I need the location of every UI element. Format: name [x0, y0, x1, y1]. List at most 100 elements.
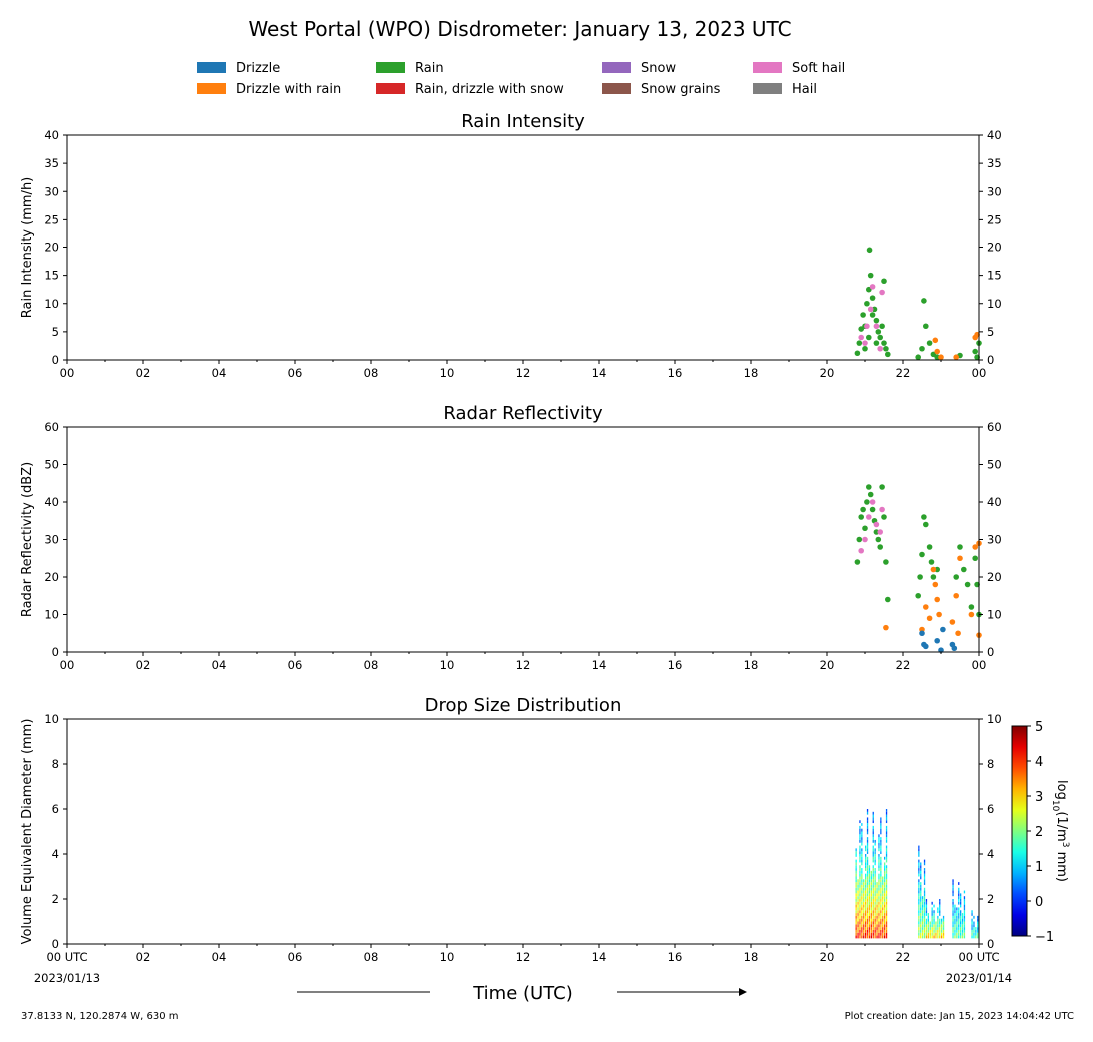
dsd-cell [855, 854, 857, 857]
dsd-cell [861, 854, 863, 857]
dsd-cell [927, 918, 929, 922]
dsd-cell [880, 879, 882, 883]
colorbar-tick-label: 4 [1035, 755, 1043, 770]
dsd-cell [874, 839, 876, 843]
y-tick-label-right: 10 [987, 297, 1002, 311]
dsd-cell [878, 921, 880, 925]
dsd-cell [874, 882, 876, 885]
dsd-cell [855, 890, 857, 894]
dsd-cell [857, 882, 859, 885]
dsd-cell [870, 899, 872, 902]
dsd-cell [863, 893, 865, 897]
y-tick-label-right: 8 [987, 757, 994, 771]
dsd-cell [859, 820, 861, 824]
dsd-cell [882, 913, 884, 916]
dsd-cell [865, 859, 867, 863]
data-point [864, 300, 870, 307]
dsd-cell [939, 921, 941, 925]
dsd-cell [918, 929, 920, 933]
dsd-cell [857, 921, 859, 925]
dsd-cell [865, 890, 867, 894]
dsd-cell [878, 907, 880, 911]
data-point [856, 536, 863, 543]
dsd-cell [878, 842, 880, 846]
colorbar-tick-label: −1 [1035, 930, 1054, 945]
dsd-cell [960, 935, 962, 939]
dsd-cell [941, 929, 943, 933]
dsd-cell [861, 918, 863, 922]
dsd-cell [952, 932, 954, 936]
dsd-cell [918, 868, 920, 871]
dsd-cell [958, 918, 960, 922]
dsd-cell [973, 924, 975, 928]
dsd-cell [865, 862, 867, 866]
dsd-cell [935, 924, 937, 928]
data-point [928, 559, 935, 565]
data-point [972, 555, 978, 562]
dsd-cell [884, 862, 886, 866]
dsd-cell [923, 893, 926, 897]
dsd-cell [941, 932, 943, 936]
dsd-cell [922, 910, 924, 914]
dsd-cell [876, 913, 878, 916]
dsd-cell [922, 932, 924, 936]
y-tick-label-right: 5 [987, 325, 994, 339]
dsd-cell [859, 876, 861, 880]
dsd-cell [863, 935, 865, 939]
dsd-cell [876, 890, 878, 894]
dsd-cell [874, 868, 876, 871]
dsd-cell [866, 932, 869, 936]
data-point [881, 278, 887, 285]
dsd-cell [870, 924, 872, 928]
dsd-cell [922, 904, 924, 908]
dsd-cell [973, 932, 975, 936]
x-tick-label: 14 [592, 950, 607, 964]
footer-creation-date: Plot creation date: Jan 15, 2023 14:04:4… [844, 1011, 1074, 1022]
dsd-cell [874, 851, 876, 854]
dsd-cell [952, 913, 954, 916]
y-tick-label-right: 0 [987, 353, 994, 367]
dsd-cell [855, 921, 857, 925]
data-point [879, 289, 885, 296]
data-point [953, 592, 959, 599]
dsd-cell [863, 929, 865, 933]
dsd-cell [937, 927, 939, 930]
y-tick-label-right: 4 [987, 847, 994, 861]
dsd-cell [866, 831, 869, 835]
dsd-cell [882, 887, 884, 891]
dsd-cell [865, 876, 867, 880]
dsd-cell [865, 924, 867, 928]
dsd-cell [866, 890, 869, 894]
dsd-cell [885, 811, 888, 815]
dsd-cell [884, 899, 886, 902]
dsd-cell [939, 904, 941, 908]
dsd-cell [935, 921, 937, 925]
dsd-cell [958, 915, 960, 919]
data-point [961, 566, 967, 573]
dsd-cell [866, 882, 869, 885]
x-tick-label: 20 [820, 658, 835, 672]
dsd-cell [961, 924, 964, 928]
dsd-cell [863, 910, 865, 914]
dsd-cell [874, 862, 876, 866]
dsd-cell [933, 924, 935, 928]
dsd-cell [880, 831, 882, 835]
dsd-cell [872, 899, 874, 902]
footer-location: 37.8133 N, 120.2874 W, 630 m [21, 1011, 179, 1022]
dsd-cell [878, 935, 880, 939]
dsd-cell [863, 932, 865, 936]
dsd-cell [918, 901, 920, 905]
data-point [856, 340, 863, 346]
x-tick-label: 14 [592, 658, 607, 672]
dsd-cell [866, 907, 869, 911]
dsd-cell [963, 932, 966, 936]
data-point [881, 340, 887, 346]
x-tick-label: 18 [744, 950, 759, 964]
dsd-cell [939, 913, 941, 916]
dsd-cell [878, 856, 880, 860]
data-point [957, 544, 963, 550]
legend-swatch [376, 62, 405, 73]
dsd-cell [874, 859, 876, 863]
dsd-cell [960, 893, 962, 897]
dsd-cell [880, 935, 882, 939]
